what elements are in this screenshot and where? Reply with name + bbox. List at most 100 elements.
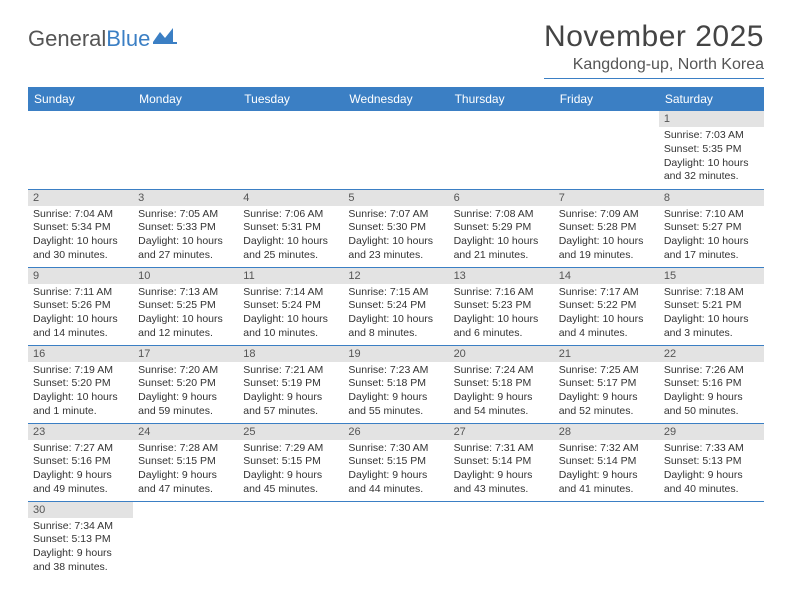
- day-details: Sunrise: 7:31 AMSunset: 5:14 PMDaylight:…: [449, 440, 554, 501]
- weekday-header: Saturday: [659, 87, 764, 111]
- day-cell: 3Sunrise: 7:05 AMSunset: 5:33 PMDaylight…: [133, 190, 238, 267]
- day-cell: 21Sunrise: 7:25 AMSunset: 5:17 PMDayligh…: [554, 346, 659, 423]
- day-details: Sunrise: 7:28 AMSunset: 5:15 PMDaylight:…: [133, 440, 238, 501]
- daylight-text: Daylight: 10 hours and 8 minutes.: [348, 313, 443, 340]
- day-details: Sunrise: 7:14 AMSunset: 5:24 PMDaylight:…: [238, 284, 343, 345]
- calendar-cell: 26Sunrise: 7:30 AMSunset: 5:15 PMDayligh…: [343, 423, 448, 501]
- day-cell: 26Sunrise: 7:30 AMSunset: 5:15 PMDayligh…: [343, 424, 448, 501]
- sunrise-text: Sunrise: 7:14 AM: [243, 286, 338, 300]
- day-number: 2: [28, 190, 133, 206]
- daylight-text: Daylight: 9 hours and 40 minutes.: [664, 469, 759, 496]
- daylight-text: Daylight: 10 hours and 32 minutes.: [664, 157, 759, 184]
- calendar-cell-empty: [449, 111, 554, 189]
- daylight-text: Daylight: 9 hours and 54 minutes.: [454, 391, 549, 418]
- sunrise-text: Sunrise: 7:25 AM: [559, 364, 654, 378]
- day-details: Sunrise: 7:16 AMSunset: 5:23 PMDaylight:…: [449, 284, 554, 345]
- sunrise-text: Sunrise: 7:16 AM: [454, 286, 549, 300]
- day-number: 25: [238, 424, 343, 440]
- day-details: Sunrise: 7:17 AMSunset: 5:22 PMDaylight:…: [554, 284, 659, 345]
- day-cell: 18Sunrise: 7:21 AMSunset: 5:19 PMDayligh…: [238, 346, 343, 423]
- day-details: Sunrise: 7:21 AMSunset: 5:19 PMDaylight:…: [238, 362, 343, 423]
- sunrise-text: Sunrise: 7:28 AM: [138, 442, 233, 456]
- calendar-cell: 23Sunrise: 7:27 AMSunset: 5:16 PMDayligh…: [28, 423, 133, 501]
- calendar-cell: 29Sunrise: 7:33 AMSunset: 5:13 PMDayligh…: [659, 423, 764, 501]
- day-number: 24: [133, 424, 238, 440]
- day-number: 22: [659, 346, 764, 362]
- day-details: Sunrise: 7:27 AMSunset: 5:16 PMDaylight:…: [28, 440, 133, 501]
- sunset-text: Sunset: 5:34 PM: [33, 221, 128, 235]
- day-cell: 17Sunrise: 7:20 AMSunset: 5:20 PMDayligh…: [133, 346, 238, 423]
- page-title: November 2025: [544, 20, 764, 54]
- calendar-row: 16Sunrise: 7:19 AMSunset: 5:20 PMDayligh…: [28, 345, 764, 423]
- day-number: 14: [554, 268, 659, 284]
- day-cell: 5Sunrise: 7:07 AMSunset: 5:30 PMDaylight…: [343, 190, 448, 267]
- daylight-text: Daylight: 9 hours and 45 minutes.: [243, 469, 338, 496]
- sunrise-text: Sunrise: 7:13 AM: [138, 286, 233, 300]
- daylight-text: Daylight: 10 hours and 12 minutes.: [138, 313, 233, 340]
- day-cell: 25Sunrise: 7:29 AMSunset: 5:15 PMDayligh…: [238, 424, 343, 501]
- daylight-text: Daylight: 10 hours and 17 minutes.: [664, 235, 759, 262]
- daylight-text: Daylight: 10 hours and 21 minutes.: [454, 235, 549, 262]
- brand-logo: GeneralBlue: [28, 20, 179, 52]
- calendar-cell: 30Sunrise: 7:34 AMSunset: 5:13 PMDayligh…: [28, 501, 133, 579]
- calendar-row: 30Sunrise: 7:34 AMSunset: 5:13 PMDayligh…: [28, 501, 764, 579]
- calendar-row: 1Sunrise: 7:03 AMSunset: 5:35 PMDaylight…: [28, 111, 764, 189]
- sunset-text: Sunset: 5:26 PM: [33, 299, 128, 313]
- day-number: 1: [659, 111, 764, 127]
- day-details: Sunrise: 7:10 AMSunset: 5:27 PMDaylight:…: [659, 206, 764, 267]
- day-cell: 28Sunrise: 7:32 AMSunset: 5:14 PMDayligh…: [554, 424, 659, 501]
- header: GeneralBlue November 2025 Kangdong-up, N…: [28, 20, 764, 79]
- daylight-text: Daylight: 10 hours and 10 minutes.: [243, 313, 338, 340]
- sunset-text: Sunset: 5:24 PM: [243, 299, 338, 313]
- daylight-text: Daylight: 10 hours and 14 minutes.: [33, 313, 128, 340]
- day-details: Sunrise: 7:26 AMSunset: 5:16 PMDaylight:…: [659, 362, 764, 423]
- day-cell: 29Sunrise: 7:33 AMSunset: 5:13 PMDayligh…: [659, 424, 764, 501]
- sunrise-text: Sunrise: 7:21 AM: [243, 364, 338, 378]
- calendar-cell: 11Sunrise: 7:14 AMSunset: 5:24 PMDayligh…: [238, 267, 343, 345]
- sunset-text: Sunset: 5:30 PM: [348, 221, 443, 235]
- calendar-cell: 22Sunrise: 7:26 AMSunset: 5:16 PMDayligh…: [659, 345, 764, 423]
- sunset-text: Sunset: 5:14 PM: [559, 455, 654, 469]
- flag-icon: [153, 24, 179, 50]
- day-number: 21: [554, 346, 659, 362]
- sunrise-text: Sunrise: 7:19 AM: [33, 364, 128, 378]
- sunset-text: Sunset: 5:13 PM: [664, 455, 759, 469]
- sunset-text: Sunset: 5:13 PM: [33, 533, 128, 547]
- calendar-cell: 5Sunrise: 7:07 AMSunset: 5:30 PMDaylight…: [343, 189, 448, 267]
- calendar-cell-empty: [238, 501, 343, 579]
- sunrise-text: Sunrise: 7:26 AM: [664, 364, 759, 378]
- day-details: Sunrise: 7:25 AMSunset: 5:17 PMDaylight:…: [554, 362, 659, 423]
- calendar-cell: 20Sunrise: 7:24 AMSunset: 5:18 PMDayligh…: [449, 345, 554, 423]
- day-number: 8: [659, 190, 764, 206]
- day-number: 6: [449, 190, 554, 206]
- daylight-text: Daylight: 10 hours and 4 minutes.: [559, 313, 654, 340]
- daylight-text: Daylight: 9 hours and 55 minutes.: [348, 391, 443, 418]
- sunset-text: Sunset: 5:18 PM: [454, 377, 549, 391]
- weekday-header: Sunday: [28, 87, 133, 111]
- location-text: Kangdong-up, North Korea: [544, 56, 764, 79]
- calendar-cell: 3Sunrise: 7:05 AMSunset: 5:33 PMDaylight…: [133, 189, 238, 267]
- weekday-header: Tuesday: [238, 87, 343, 111]
- calendar-cell: 15Sunrise: 7:18 AMSunset: 5:21 PMDayligh…: [659, 267, 764, 345]
- daylight-text: Daylight: 9 hours and 44 minutes.: [348, 469, 443, 496]
- day-details: Sunrise: 7:30 AMSunset: 5:15 PMDaylight:…: [343, 440, 448, 501]
- day-cell: 23Sunrise: 7:27 AMSunset: 5:16 PMDayligh…: [28, 424, 133, 501]
- calendar-cell: 2Sunrise: 7:04 AMSunset: 5:34 PMDaylight…: [28, 189, 133, 267]
- day-number: 20: [449, 346, 554, 362]
- day-details: Sunrise: 7:05 AMSunset: 5:33 PMDaylight:…: [133, 206, 238, 267]
- sunset-text: Sunset: 5:33 PM: [138, 221, 233, 235]
- sunrise-text: Sunrise: 7:06 AM: [243, 208, 338, 222]
- daylight-text: Daylight: 9 hours and 47 minutes.: [138, 469, 233, 496]
- sunrise-text: Sunrise: 7:27 AM: [33, 442, 128, 456]
- day-details: Sunrise: 7:32 AMSunset: 5:14 PMDaylight:…: [554, 440, 659, 501]
- day-details: Sunrise: 7:11 AMSunset: 5:26 PMDaylight:…: [28, 284, 133, 345]
- sunset-text: Sunset: 5:24 PM: [348, 299, 443, 313]
- sunset-text: Sunset: 5:35 PM: [664, 143, 759, 157]
- day-cell: 24Sunrise: 7:28 AMSunset: 5:15 PMDayligh…: [133, 424, 238, 501]
- day-cell: 16Sunrise: 7:19 AMSunset: 5:20 PMDayligh…: [28, 346, 133, 423]
- sunset-text: Sunset: 5:25 PM: [138, 299, 233, 313]
- day-number: 23: [28, 424, 133, 440]
- calendar-cell: 6Sunrise: 7:08 AMSunset: 5:29 PMDaylight…: [449, 189, 554, 267]
- day-cell: 1Sunrise: 7:03 AMSunset: 5:35 PMDaylight…: [659, 111, 764, 189]
- sunrise-text: Sunrise: 7:29 AM: [243, 442, 338, 456]
